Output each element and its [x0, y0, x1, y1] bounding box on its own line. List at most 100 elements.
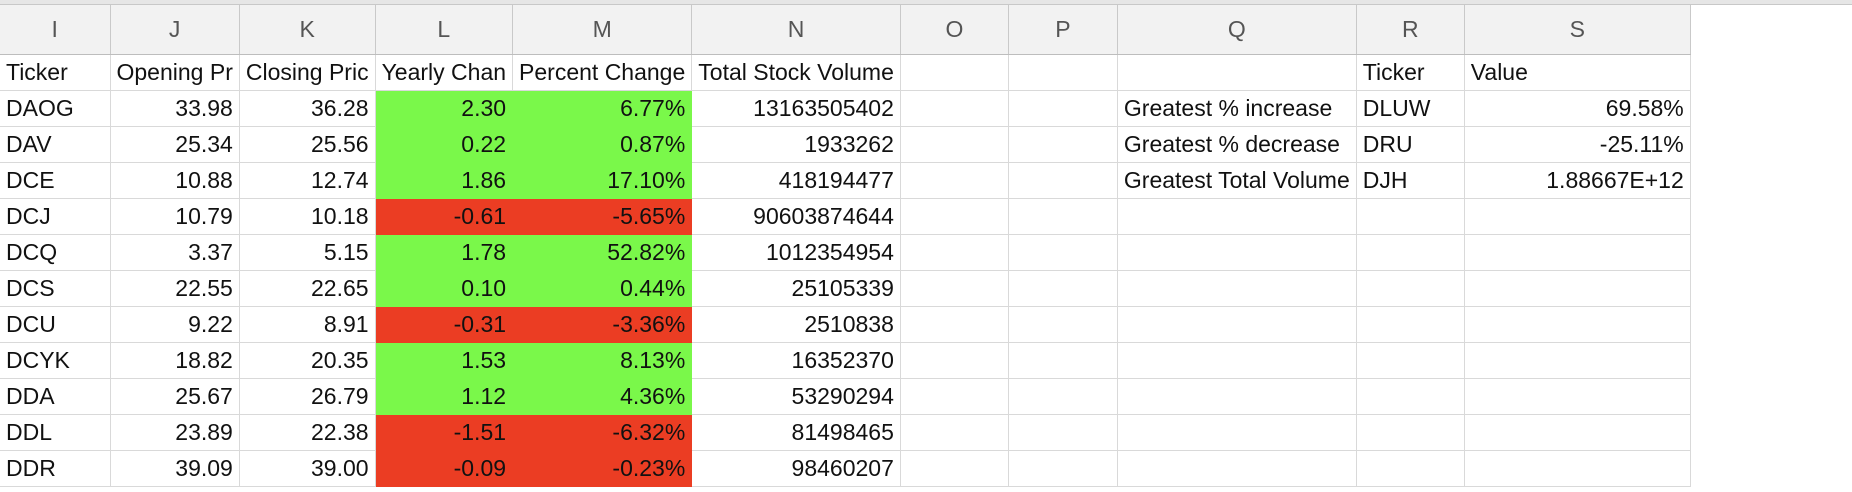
percent-change-cell[interactable]: 6.77%	[512, 90, 693, 127]
empty-cell[interactable]	[1464, 306, 1691, 343]
empty-cell[interactable]	[1356, 414, 1465, 451]
column-header-q[interactable]: Q	[1117, 5, 1357, 55]
closing-price-cell[interactable]: 8.91	[239, 306, 376, 343]
header-closing[interactable]: Closing Pric	[239, 54, 376, 91]
empty-cell[interactable]	[1117, 450, 1357, 487]
ticker-cell[interactable]: DDR	[0, 450, 111, 487]
summary-ticker-cell[interactable]: DJH	[1356, 162, 1465, 199]
empty-cell[interactable]	[1356, 342, 1465, 379]
opening-price-cell[interactable]: 22.55	[110, 270, 240, 307]
empty-cell[interactable]	[1117, 234, 1357, 271]
percent-change-cell[interactable]: 8.13%	[512, 342, 693, 379]
empty-cell[interactable]	[1008, 270, 1118, 307]
opening-price-cell[interactable]: 25.34	[110, 126, 240, 163]
total-volume-cell[interactable]: 98460207	[691, 450, 901, 487]
column-header-m[interactable]: M	[512, 5, 693, 55]
closing-price-cell[interactable]: 26.79	[239, 378, 376, 415]
opening-price-cell[interactable]: 3.37	[110, 234, 240, 271]
total-volume-cell[interactable]: 16352370	[691, 342, 901, 379]
header-yearly[interactable]: Yearly Chan	[375, 54, 514, 91]
empty-cell[interactable]	[1008, 198, 1118, 235]
empty-cell[interactable]	[1008, 90, 1118, 127]
empty-cell[interactable]	[1356, 270, 1465, 307]
header-ticker[interactable]: Ticker	[0, 54, 111, 91]
header-volume[interactable]: Total Stock Volume	[691, 54, 901, 91]
summary-label-cell[interactable]: Greatest Total Volume	[1117, 162, 1357, 199]
cell-o[interactable]	[900, 54, 1009, 91]
ticker-cell[interactable]: DCE	[0, 162, 111, 199]
empty-cell[interactable]	[900, 306, 1009, 343]
yearly-change-cell[interactable]: 1.53	[375, 342, 514, 379]
column-header-j[interactable]: J	[110, 5, 240, 55]
empty-cell[interactable]	[900, 414, 1009, 451]
percent-change-cell[interactable]: 0.87%	[512, 126, 693, 163]
empty-cell[interactable]	[900, 126, 1009, 163]
opening-price-cell[interactable]: 18.82	[110, 342, 240, 379]
total-volume-cell[interactable]: 25105339	[691, 270, 901, 307]
empty-cell[interactable]	[900, 162, 1009, 199]
closing-price-cell[interactable]: 5.15	[239, 234, 376, 271]
empty-cell[interactable]	[1008, 450, 1118, 487]
column-header-i[interactable]: I	[0, 5, 111, 55]
closing-price-cell[interactable]: 36.28	[239, 90, 376, 127]
total-volume-cell[interactable]: 1012354954	[691, 234, 901, 271]
empty-cell[interactable]	[1117, 198, 1357, 235]
empty-cell[interactable]	[1464, 450, 1691, 487]
summary-label-cell[interactable]: Greatest % increase	[1117, 90, 1357, 127]
column-header-s[interactable]: S	[1464, 5, 1691, 55]
ticker-cell[interactable]: DAV	[0, 126, 111, 163]
summary-value-cell[interactable]: 1.88667E+12	[1464, 162, 1691, 199]
ticker-cell[interactable]: DDA	[0, 378, 111, 415]
percent-change-cell[interactable]: 52.82%	[512, 234, 693, 271]
empty-cell[interactable]	[1117, 414, 1357, 451]
opening-price-cell[interactable]: 23.89	[110, 414, 240, 451]
total-volume-cell[interactable]: 418194477	[691, 162, 901, 199]
header-summary-value[interactable]: Value	[1464, 54, 1691, 91]
cell-p[interactable]	[1008, 54, 1118, 91]
yearly-change-cell[interactable]: 1.78	[375, 234, 514, 271]
opening-price-cell[interactable]: 33.98	[110, 90, 240, 127]
total-volume-cell[interactable]: 81498465	[691, 414, 901, 451]
column-header-p[interactable]: P	[1008, 5, 1118, 55]
closing-price-cell[interactable]: 12.74	[239, 162, 376, 199]
closing-price-cell[interactable]: 25.56	[239, 126, 376, 163]
column-header-o[interactable]: O	[900, 5, 1009, 55]
total-volume-cell[interactable]: 2510838	[691, 306, 901, 343]
empty-cell[interactable]	[1008, 414, 1118, 451]
percent-change-cell[interactable]: 17.10%	[512, 162, 693, 199]
empty-cell[interactable]	[900, 342, 1009, 379]
empty-cell[interactable]	[1464, 378, 1691, 415]
opening-price-cell[interactable]: 10.79	[110, 198, 240, 235]
yearly-change-cell[interactable]: 1.12	[375, 378, 514, 415]
header-opening[interactable]: Opening Pr	[110, 54, 240, 91]
empty-cell[interactable]	[1464, 198, 1691, 235]
yearly-change-cell[interactable]: -1.51	[375, 414, 514, 451]
yearly-change-cell[interactable]: -0.61	[375, 198, 514, 235]
ticker-cell[interactable]: DAOG	[0, 90, 111, 127]
column-header-l[interactable]: L	[375, 5, 514, 55]
opening-price-cell[interactable]: 39.09	[110, 450, 240, 487]
empty-cell[interactable]	[1117, 270, 1357, 307]
percent-change-cell[interactable]: -6.32%	[512, 414, 693, 451]
column-header-k[interactable]: K	[239, 5, 376, 55]
column-header-n[interactable]: N	[691, 5, 901, 55]
opening-price-cell[interactable]: 10.88	[110, 162, 240, 199]
closing-price-cell[interactable]: 22.38	[239, 414, 376, 451]
percent-change-cell[interactable]: 0.44%	[512, 270, 693, 307]
cell-q[interactable]	[1117, 54, 1357, 91]
empty-cell[interactable]	[1008, 378, 1118, 415]
yearly-change-cell[interactable]: 0.10	[375, 270, 514, 307]
header-summary-ticker[interactable]: Ticker	[1356, 54, 1465, 91]
empty-cell[interactable]	[1356, 378, 1465, 415]
empty-cell[interactable]	[1356, 234, 1465, 271]
ticker-cell[interactable]: DCQ	[0, 234, 111, 271]
closing-price-cell[interactable]: 20.35	[239, 342, 376, 379]
ticker-cell[interactable]: DCS	[0, 270, 111, 307]
summary-ticker-cell[interactable]: DLUW	[1356, 90, 1465, 127]
empty-cell[interactable]	[1356, 198, 1465, 235]
empty-cell[interactable]	[1117, 306, 1357, 343]
yearly-change-cell[interactable]: 1.86	[375, 162, 514, 199]
ticker-cell[interactable]: DCYK	[0, 342, 111, 379]
empty-cell[interactable]	[1117, 378, 1357, 415]
summary-value-cell[interactable]: 69.58%	[1464, 90, 1691, 127]
